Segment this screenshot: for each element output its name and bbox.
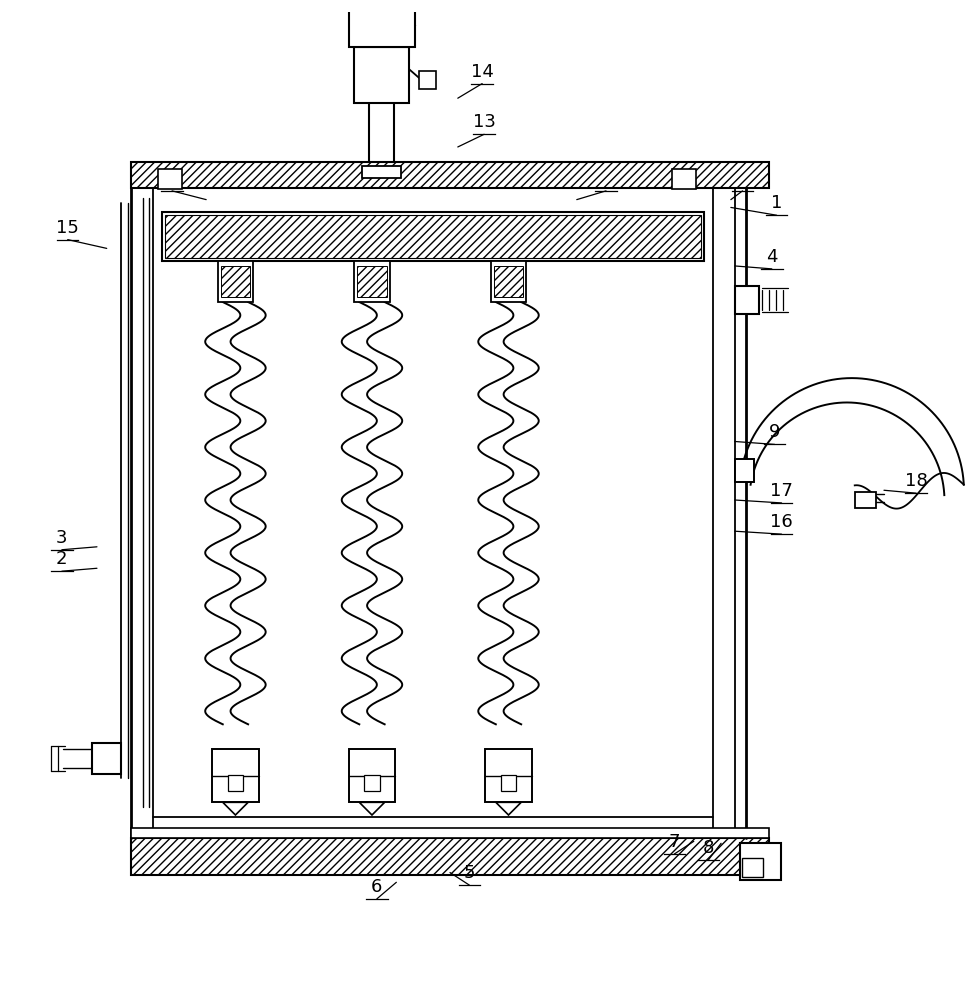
Bar [92,743,121,774]
Text: 6: 6 [371,878,382,896]
Bar [165,215,700,258]
Text: 3: 3 [56,529,67,547]
Bar [221,266,250,297]
Bar [490,261,526,302]
Bar [218,261,253,302]
Text: 7: 7 [668,833,679,851]
Bar [854,492,875,508]
Text: 8: 8 [702,839,713,857]
Text: 17: 17 [769,482,792,500]
Bar [348,749,395,802]
Bar [485,749,531,802]
Text: 1: 1 [770,194,782,212]
Bar [131,162,768,188]
Bar [354,261,389,302]
Bar [212,749,259,802]
Text: 9: 9 [768,423,780,441]
Bar [493,266,523,297]
Text: 16: 16 [770,513,792,531]
Text: 5: 5 [463,864,475,882]
Bar [131,838,768,875]
Polygon shape [359,802,384,815]
Bar [228,775,243,791]
Bar [162,212,702,261]
Bar [418,71,436,89]
Text: 4: 4 [765,248,777,266]
Text: 14: 14 [470,63,493,81]
Polygon shape [495,802,521,815]
Bar [734,286,758,314]
Bar [363,775,379,791]
Text: 12: 12 [160,170,184,188]
Bar [354,47,408,103]
Text: 11: 11 [731,170,753,188]
Bar [734,459,753,482]
Text: 2: 2 [56,550,67,568]
Text: 18: 18 [904,472,926,490]
Bar [348,0,414,47]
Bar [158,169,182,189]
Text: 13: 13 [472,113,495,131]
Text: 10: 10 [594,170,616,188]
Bar [741,858,762,877]
Bar [357,266,386,297]
Bar [671,169,695,189]
Bar [131,828,768,838]
Bar [739,843,780,880]
Text: 15: 15 [57,219,79,237]
Polygon shape [223,802,248,815]
Bar [361,166,401,178]
Bar [500,775,516,791]
